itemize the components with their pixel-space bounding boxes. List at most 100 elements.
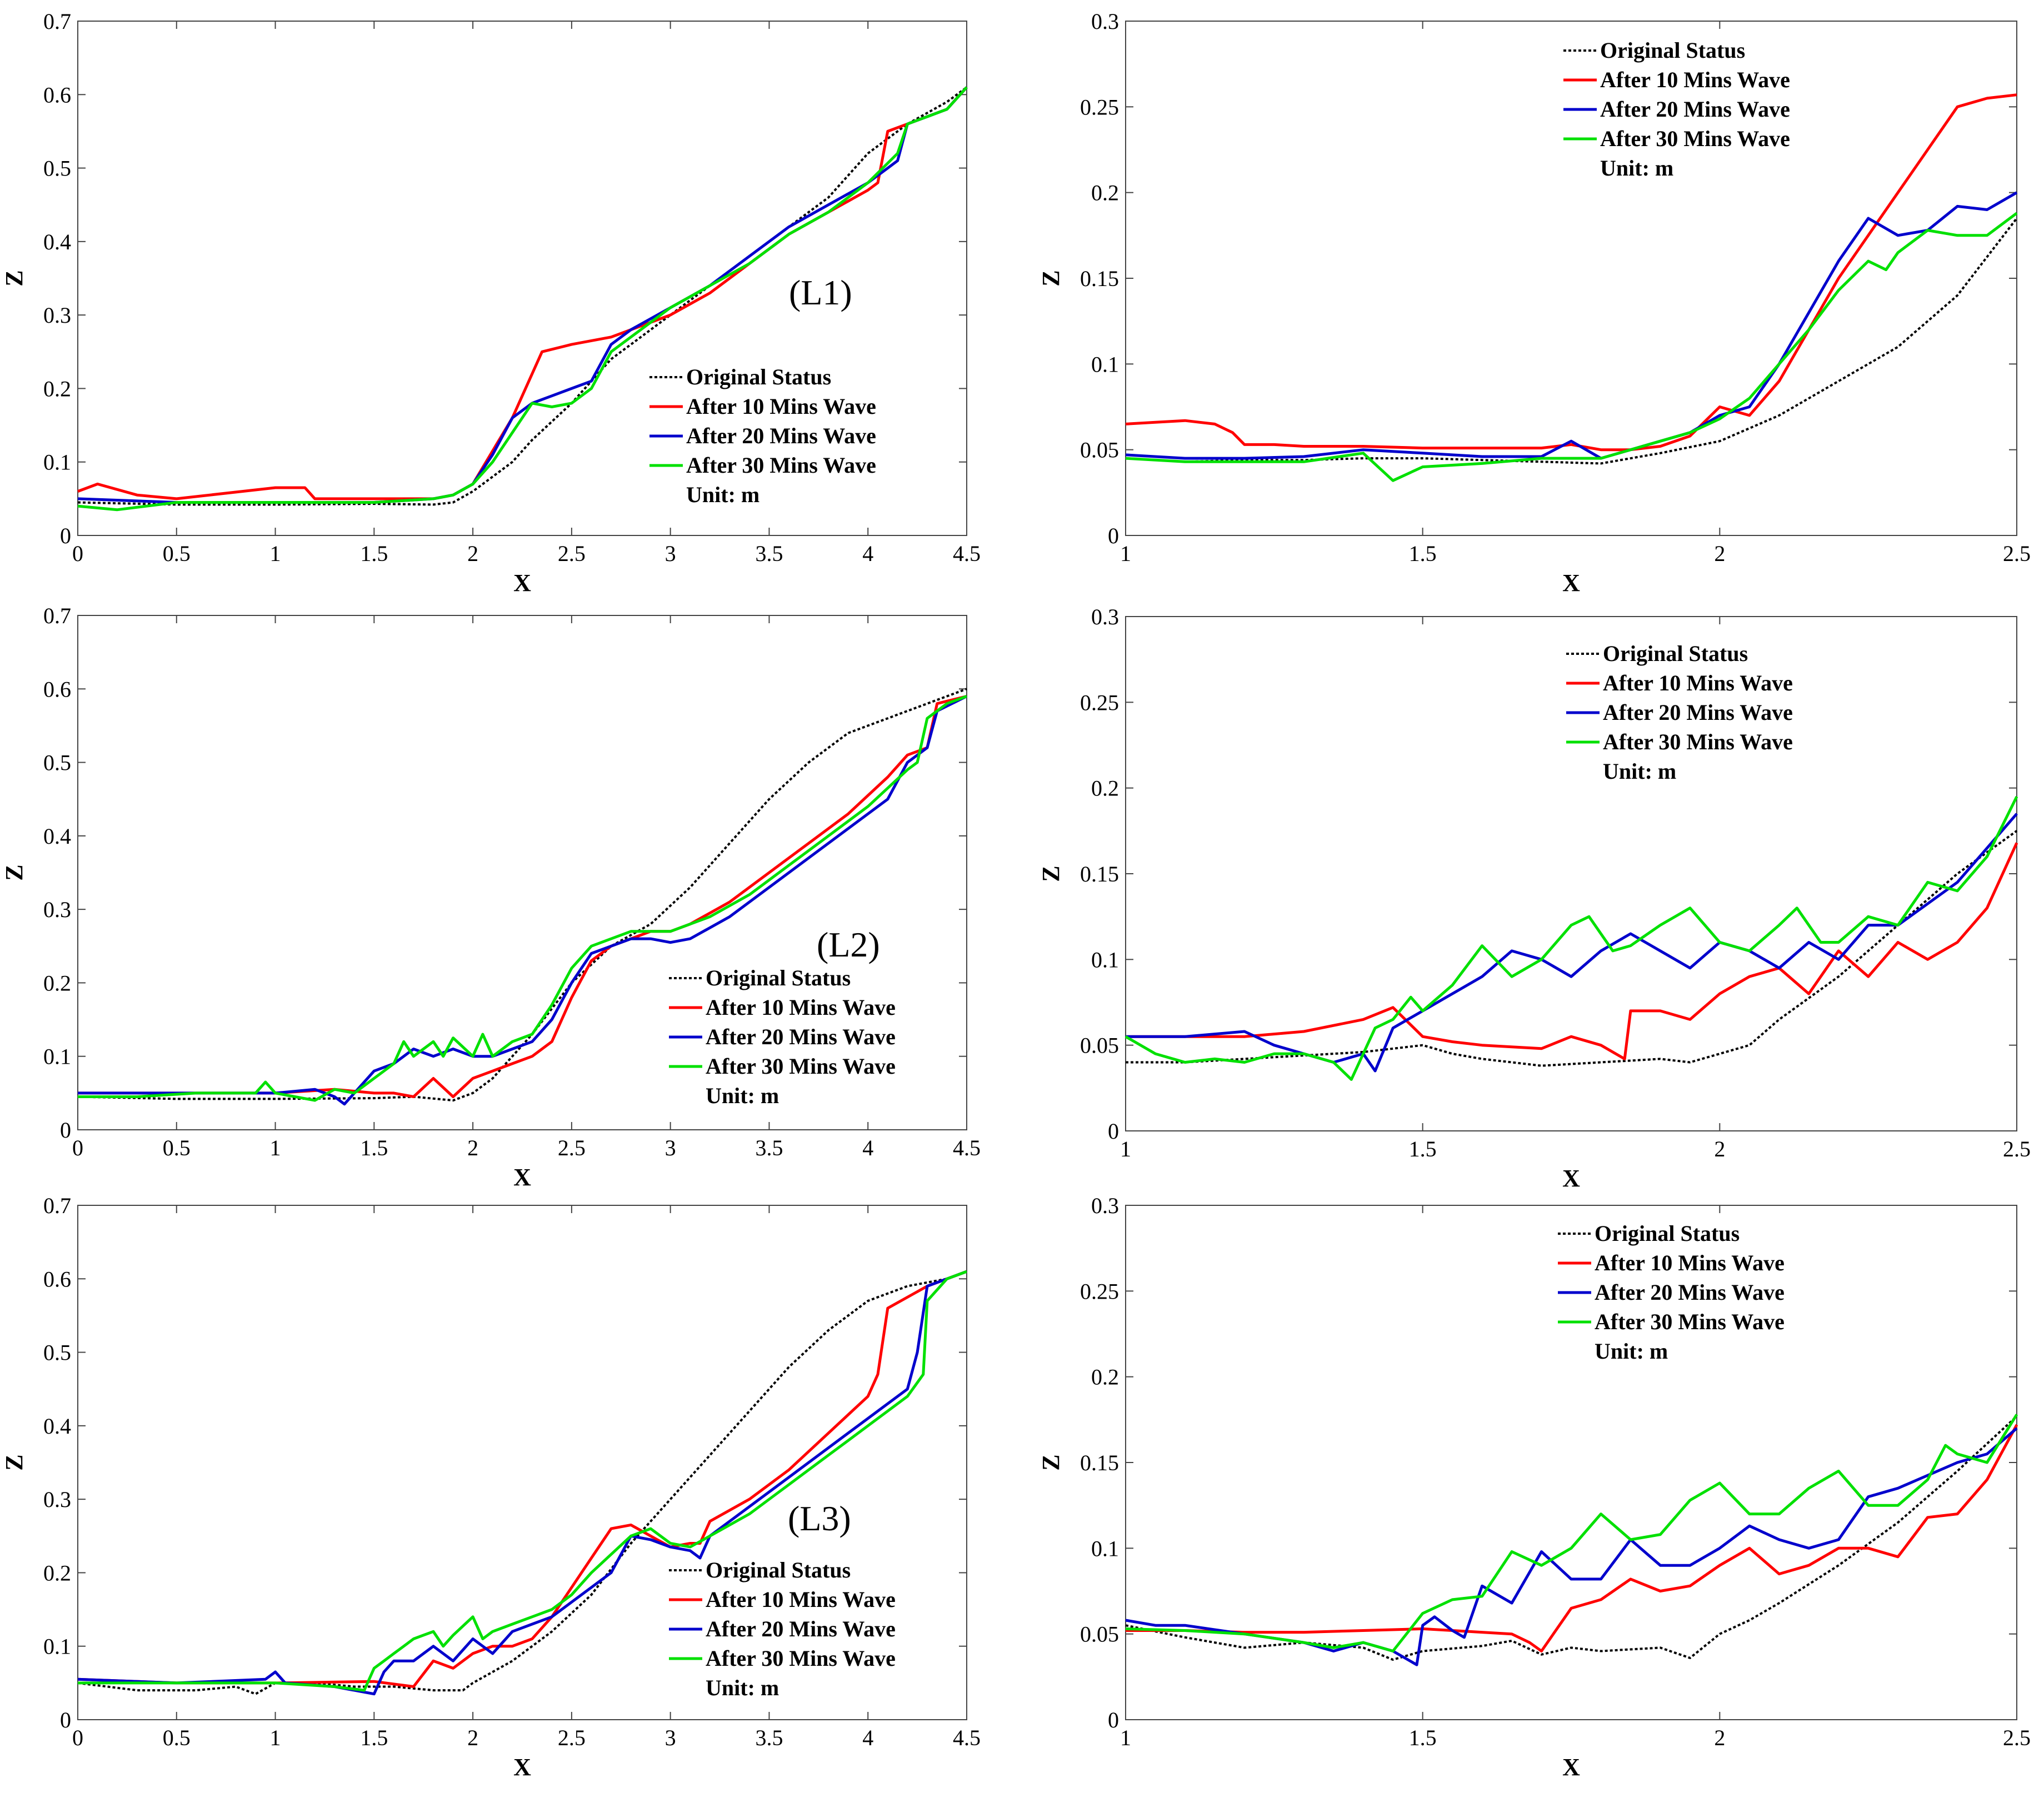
y-tick-label: 0.1 [1091, 947, 1119, 972]
y-tick-label: 0.1 [43, 450, 71, 475]
y-tick-label: 0.15 [1080, 862, 1119, 887]
legend: Original Status After 10 Mins Wave After 2… [649, 364, 876, 507]
x-tick-label: 2.5 [558, 1725, 586, 1750]
y-tick-label: 0.3 [43, 303, 71, 328]
x-tick-label: 3 [665, 1135, 676, 1160]
x-tick-label: 2 [1714, 1136, 1725, 1161]
legend-label: Original Status [1603, 641, 1748, 666]
x-axis-label: X [513, 1754, 531, 1781]
x-tick-label: 0 [72, 1725, 83, 1750]
x-axis-label: X [1562, 1754, 1580, 1781]
series-line-after-30-mins [1125, 212, 2018, 482]
y-tick-label: 0.5 [43, 750, 71, 775]
y-tick-label: 0.4 [43, 229, 71, 254]
x-tick-label: 2 [467, 541, 478, 566]
x-tick-label: 2.5 [2003, 541, 2031, 566]
panel-L1-full: 0 0.5 1 1.5 2 2.5 3 3.5 4 4.5 0 0.1 0.2 0.3 0.4 0.5 0.6 0… [1, 9, 981, 597]
y-tick-label: 0.15 [1080, 1450, 1119, 1475]
y-tick-label: 0.7 [43, 9, 71, 34]
series-line-after-30-mins [78, 1270, 967, 1692]
x-tick-label: 2 [467, 1725, 478, 1750]
x-tick-label: 3.5 [755, 541, 783, 566]
x-tick-label: 2 [1714, 1725, 1725, 1750]
x-axis-label: X [513, 1164, 531, 1191]
legend-unit: Unit: m [1600, 156, 1673, 181]
legend-label: After 30 Mins Wave [706, 1646, 896, 1671]
series-line-after-10-mins [1126, 1424, 2018, 1652]
y-tick-label: 0.05 [1080, 1033, 1119, 1058]
x-tick-label: 1 [1120, 1136, 1131, 1161]
legend-label: After 10 Mins Wave [1595, 1250, 1785, 1275]
y-tick-label: 0.25 [1080, 690, 1119, 715]
legend-unit: Unit: m [1595, 1339, 1668, 1364]
legend-label: After 20 Mins Wave [1600, 97, 1790, 122]
y-axis-label: Z [1, 1454, 28, 1470]
legend-label: After 10 Mins Wave [1600, 67, 1790, 92]
y-tick-label: 0.6 [43, 677, 71, 702]
plot-frame [77, 615, 967, 1130]
x-tick-label: 2 [1714, 541, 1725, 566]
legend-label: Original Status [1600, 38, 1745, 63]
x-tick-label: 0.5 [163, 1725, 191, 1750]
y-tick-label: 0.1 [43, 1044, 71, 1069]
x-tick-label: 3 [665, 1725, 676, 1750]
legend-unit: Unit: m [706, 1675, 779, 1700]
x-tick-label: 1.5 [1409, 541, 1437, 566]
y-tick-label: 0.6 [43, 82, 71, 107]
x-tick-label: 1.5 [1409, 1725, 1437, 1750]
y-tick-label: 0.25 [1080, 1279, 1119, 1304]
y-tick-label: 0 [60, 1707, 71, 1732]
legend-label: Original Status [686, 364, 831, 389]
plot-frame [77, 21, 967, 536]
x-tick-label: 3.5 [755, 1725, 783, 1750]
y-tick-label: 0.25 [1080, 94, 1119, 119]
y-tick-label: 0.2 [43, 1560, 71, 1585]
series-line-original-status [77, 1270, 967, 1695]
legend-label: Original Status [1595, 1221, 1740, 1246]
x-tick-label: 2.5 [558, 1135, 586, 1160]
x-tick-label: 4 [862, 1725, 873, 1750]
x-tick-label: 4.5 [953, 541, 981, 566]
x-tick-label: 2.5 [558, 541, 586, 566]
y-axis-label: Z [1037, 865, 1065, 882]
y-tick-label: 0.7 [43, 1193, 71, 1218]
plot-frame [1125, 616, 2017, 1131]
legend-label: Original Status [706, 965, 851, 990]
legend: Original Status After 10 Mins Wave After 2… [1563, 38, 1790, 181]
panel-L3-zoom: 1 1.5 2 2.5 0 0.05 0.1 0.15 0.2 0.25 0.3 X Z Original… [1037, 1193, 2031, 1781]
series-line-after-30-mins [1125, 1414, 2018, 1652]
y-tick-label: 0.2 [1091, 181, 1119, 206]
y-tick-label: 0.4 [43, 1414, 71, 1439]
y-tick-label: 0.7 [43, 603, 71, 628]
x-tick-label: 4.5 [953, 1725, 981, 1750]
x-tick-label: 0 [72, 1135, 83, 1160]
y-tick-label: 0.2 [1091, 776, 1119, 801]
y-tick-label: 0.3 [43, 1487, 71, 1512]
legend-label: After 30 Mins Wave [1600, 126, 1790, 151]
x-tick-label: 4.5 [953, 1135, 981, 1160]
x-tick-label: 0.5 [163, 1135, 191, 1160]
panel-L2-full: 0 0.5 1 1.5 2 2.5 3 3.5 4 4.5 0 0.1 0.2 0.3 0.4 0.5 0.6 0… [1, 603, 981, 1191]
y-axis-label: Z [1, 270, 28, 286]
y-tick-label: 0.5 [43, 1340, 71, 1365]
panel-L3-full: 0 0.5 1 1.5 2 2.5 3 3.5 4 4.5 0 0.1 0.2 0.3 0.4 0.5 0.6 0… [1, 1193, 981, 1781]
panel-annotation: (L3) [788, 1499, 851, 1538]
y-tick-label: 0.3 [1091, 604, 1119, 629]
y-tick-label: 0.6 [43, 1266, 71, 1291]
legend-label: After 10 Mins Wave [1603, 670, 1793, 695]
y-tick-label: 0.2 [1091, 1365, 1119, 1390]
legend-label: After 20 Mins Wave [706, 1024, 896, 1049]
y-tick-label: 0.1 [43, 1634, 71, 1659]
x-tick-label: 4 [862, 1135, 873, 1160]
x-tick-label: 1 [270, 1135, 281, 1160]
x-tick-label: 1 [270, 541, 281, 566]
series-line-original-status [1125, 1415, 2018, 1661]
series-line-after-20-mins [1125, 1427, 2018, 1666]
y-tick-label: 0 [1108, 523, 1119, 548]
legend: Original Status After 10 Mins Wave After 2… [669, 965, 896, 1108]
series-line-original-status [1126, 830, 2018, 1067]
legend-label: After 20 Mins Wave [686, 423, 876, 448]
legend-label: After 10 Mins Wave [706, 1587, 896, 1612]
y-tick-label: 0 [60, 523, 71, 548]
